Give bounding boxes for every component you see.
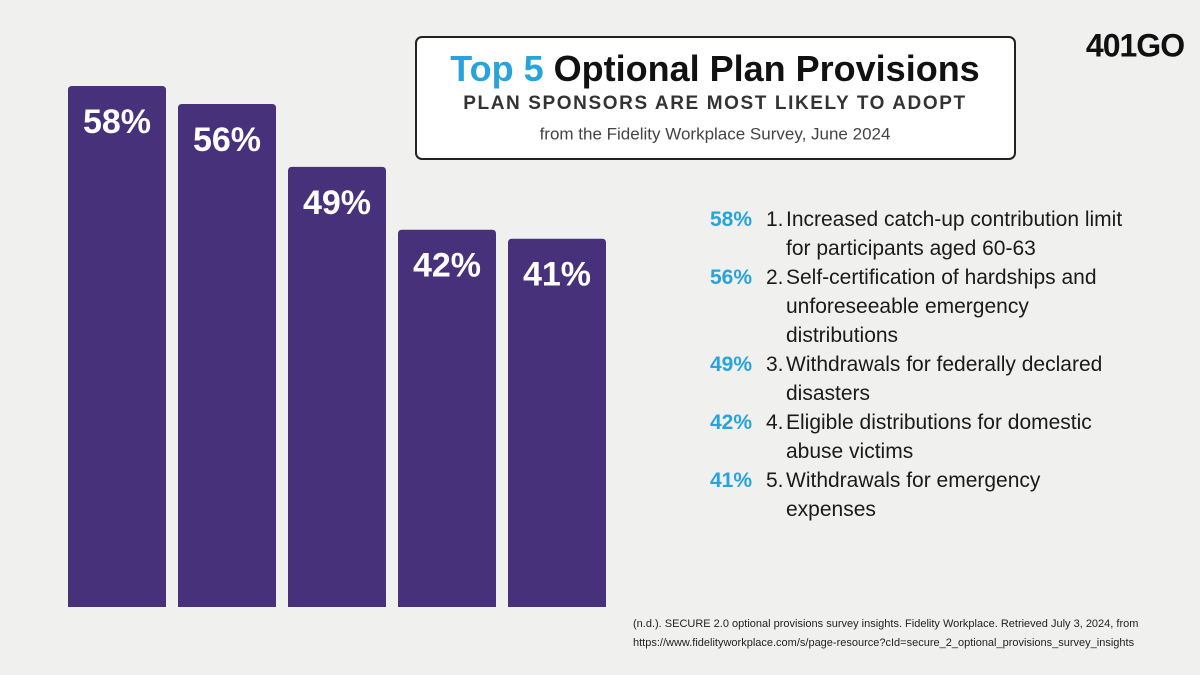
legend-label: Eligible distributions for domestic abus… (786, 411, 1092, 463)
value-label: 49% (303, 184, 371, 222)
title: Top 5 Optional Plan Provisions (450, 48, 979, 89)
legend-value: 56% (709, 266, 752, 289)
bar (288, 166, 386, 607)
source: from the Fidelity Workplace Survey, June… (540, 124, 891, 143)
subtitle: PLAN SPONSORS ARE MOST LIKELY TO ADOPT (463, 93, 967, 114)
bar (68, 86, 166, 607)
chart-title: Optional Plan Provisions (554, 48, 980, 89)
legend-value: 49% (709, 353, 752, 376)
legend-rank: 1. (766, 208, 784, 231)
title-box (415, 36, 1016, 160)
title-highlight: Top 5 (450, 48, 543, 89)
citation: (n.d.). SECURE 2.0 optional provisions s… (633, 618, 1138, 630)
value-label: 42% (413, 247, 481, 285)
citation: https://www.fidelityworkplace.com/s/page… (633, 637, 1135, 649)
legend-rank: 2. (766, 266, 784, 289)
value-label: 56% (193, 121, 261, 159)
value-label: 58% (83, 103, 151, 141)
legend-label: Withdrawals for federally declared disas… (786, 353, 1103, 405)
logo: 401GO (1086, 27, 1184, 63)
legend-value: 41% (709, 469, 752, 492)
legend-label: Self-certification of hardships and unfo… (786, 266, 1097, 347)
legend-value: 42% (709, 411, 752, 434)
legend-rank: 5. (766, 469, 784, 492)
value-label: 41% (523, 256, 591, 294)
legend-label: Increased catch-up contribution limit fo… (786, 208, 1123, 260)
bar (508, 238, 606, 607)
legend-label: Withdrawals for emergency expenses (786, 469, 1041, 521)
bar (398, 229, 496, 608)
legend-rank: 3. (766, 353, 784, 376)
bar (178, 103, 276, 607)
legend-rank: 4. (766, 411, 784, 434)
legend-value: 58% (709, 208, 752, 231)
